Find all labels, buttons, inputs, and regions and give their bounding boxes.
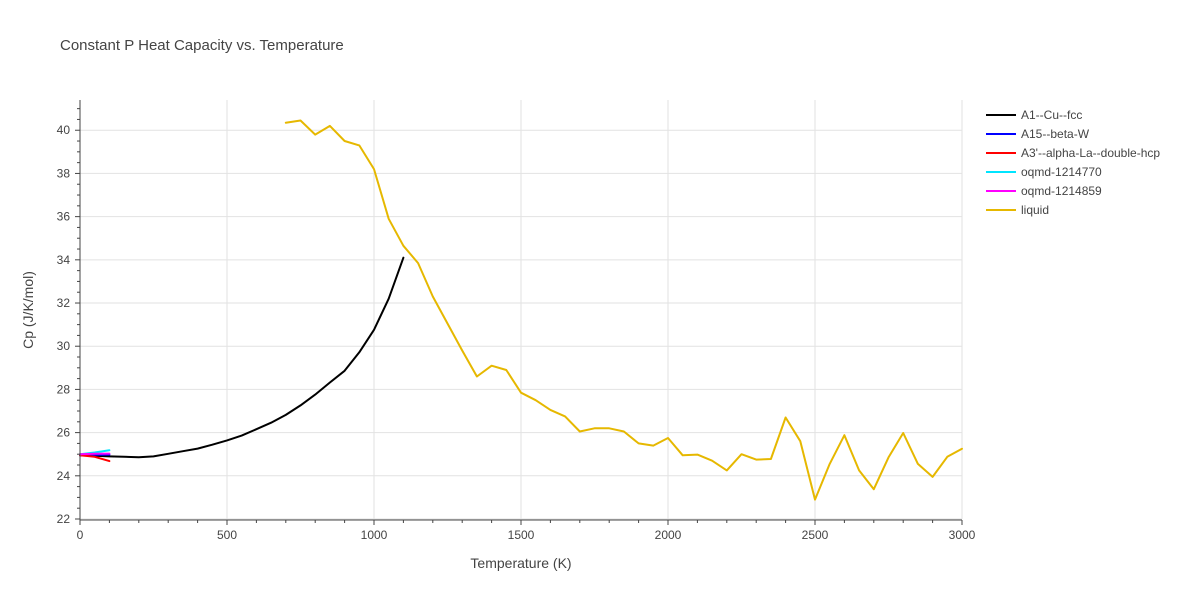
legend-item-oqmd-1214770[interactable]: oqmd-1214770 [986, 165, 1102, 179]
legend-item-a3-alpha-la-double-hcp[interactable]: A3'--alpha-La--double-hcp [986, 146, 1160, 160]
x-tick-label: 2500 [802, 528, 829, 542]
x-tick-label: 1000 [361, 528, 388, 542]
x-tick-label: 3000 [949, 528, 976, 542]
y-tick-label: 36 [57, 210, 71, 224]
x-tick-label: 1500 [508, 528, 535, 542]
x-tick-label: 500 [217, 528, 237, 542]
y-tick-label: 22 [57, 512, 71, 526]
legend-item-a1-cu-fcc[interactable]: A1--Cu--fcc [986, 108, 1082, 122]
legend-label: liquid [1021, 203, 1049, 217]
x-tick-label: 2000 [655, 528, 682, 542]
legend-label: oqmd-1214770 [1021, 165, 1102, 179]
legend-item-a15-beta-w[interactable]: A15--beta-W [986, 127, 1090, 141]
y-tick-label: 24 [57, 469, 71, 483]
legend-label: A15--beta-W [1021, 127, 1090, 141]
series-line-a3-alpha-la-double-hcp [79, 454, 111, 463]
legend-item-liquid[interactable]: liquid [986, 203, 1049, 217]
legend-label: A1--Cu--fcc [1021, 108, 1082, 122]
series-line-oqmd-1214859 [79, 452, 111, 456]
legend-label: A3'--alpha-La--double-hcp [1021, 146, 1160, 160]
series-line-liquid [284, 119, 963, 501]
y-tick-label: 34 [57, 253, 71, 267]
y-tick-label: 28 [57, 382, 71, 396]
legend-item-oqmd-1214859[interactable]: oqmd-1214859 [986, 184, 1102, 198]
series-line-a1-cu-fcc [79, 256, 405, 459]
y-tick-label: 30 [57, 339, 71, 353]
axes [75, 100, 963, 525]
legend-label: oqmd-1214859 [1021, 184, 1102, 198]
legend[interactable]: A1--Cu--fcc A15--beta-W A3'--alpha-La--dou… [986, 108, 1160, 217]
y-axis-title: Cp (J/K/mol) [20, 271, 36, 349]
y-tick-label: 38 [57, 166, 71, 180]
y-tick-label: 32 [57, 296, 71, 310]
plot-area [79, 119, 963, 501]
y-tick-label: 40 [57, 123, 71, 137]
x-tick-label: 0 [77, 528, 84, 542]
y-tick-label: 26 [57, 426, 71, 440]
tick-labels: 0 500 1000 1500 2000 2500 3000 22 24 26 28 30 32 34 36… [57, 123, 976, 542]
grid-lines [80, 100, 963, 520]
chart-title: Constant P Heat Capacity vs. Temperature [60, 37, 344, 54]
x-axis-title: Temperature (K) [470, 555, 571, 571]
